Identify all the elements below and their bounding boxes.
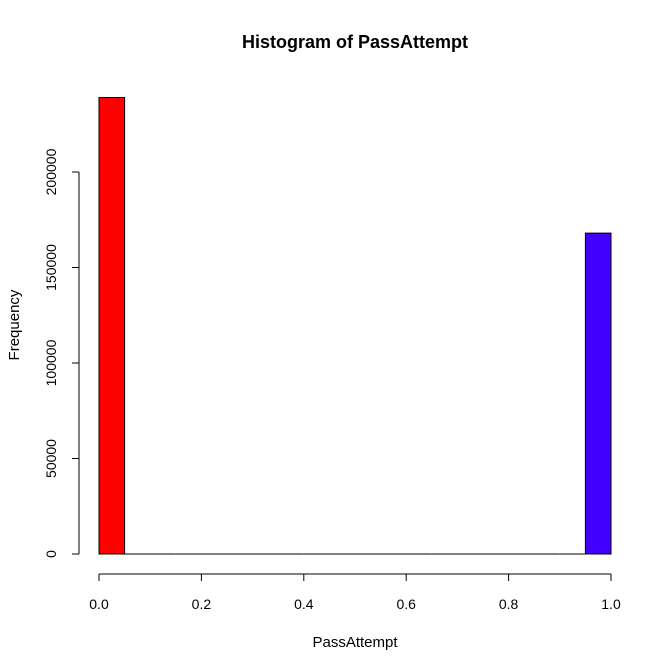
- x-tick-label: 0.4: [294, 596, 314, 612]
- x-tick-label: 0.6: [396, 596, 416, 612]
- bars-group: [98, 97, 612, 555]
- y-tick-label: 200000: [43, 148, 59, 195]
- chart-title: Histogram of PassAttempt: [242, 32, 468, 52]
- x-tick-label: 0.8: [499, 596, 519, 612]
- histogram-bar: [98, 97, 126, 555]
- x-axis-label: PassAttempt: [312, 634, 398, 651]
- histogram-bar: [584, 232, 612, 555]
- y-tick-label: 150000: [43, 244, 59, 291]
- x-tick-label: 0.0: [89, 596, 109, 612]
- y-tick-label: 0: [43, 550, 59, 558]
- x-tick-label: 1.0: [601, 596, 621, 612]
- x-tick-label: 0.2: [192, 596, 212, 612]
- y-tick-label: 100000: [43, 339, 59, 386]
- x-axis: 0.0 0.2 0.4 0.6 0.8 1.0: [89, 573, 621, 612]
- y-tick-label: 50000: [43, 439, 59, 478]
- y-axis: 0 50000 100000 150000 200000: [43, 148, 80, 558]
- y-axis-label: Frequency: [6, 289, 23, 360]
